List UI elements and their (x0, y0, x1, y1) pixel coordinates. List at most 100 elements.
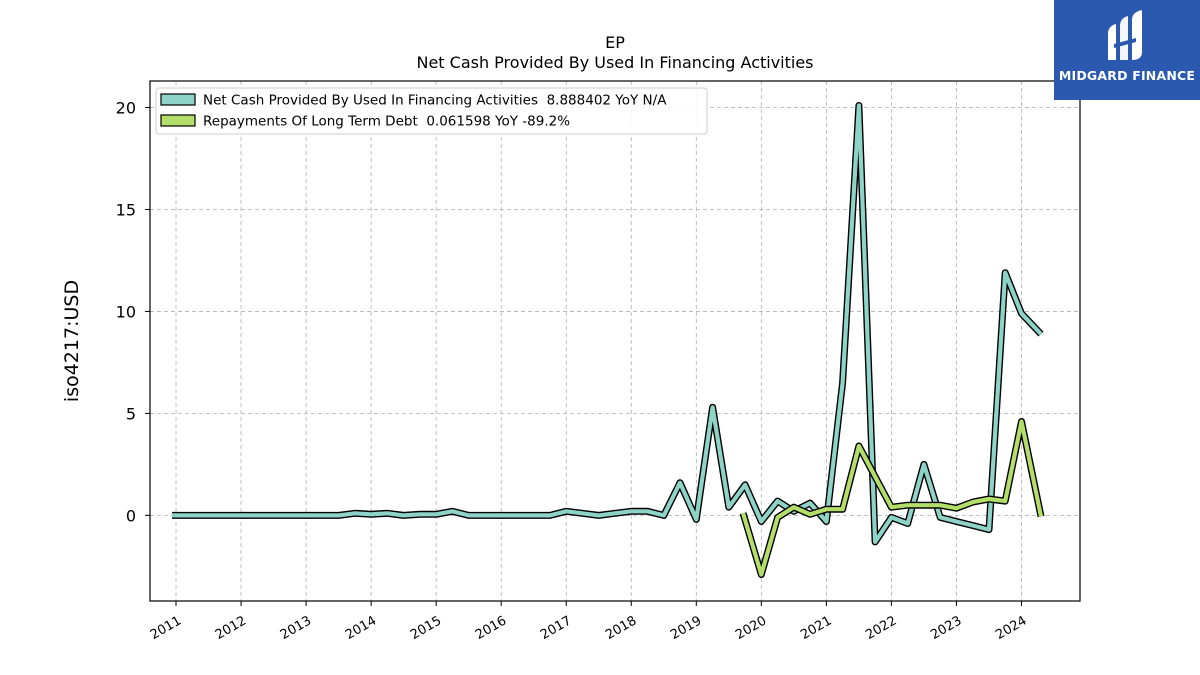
data-point (1004, 272, 1006, 274)
chart-subtitle: Net Cash Provided By Used In Financing A… (416, 53, 813, 72)
data-point (256, 514, 258, 516)
data-point (809, 513, 811, 515)
data-point (955, 520, 957, 522)
data-point (581, 512, 583, 514)
data-point (679, 482, 681, 484)
data-point (907, 504, 909, 506)
data-point (988, 498, 990, 500)
data-point (614, 512, 616, 514)
data-point (403, 514, 405, 516)
data-point (1004, 500, 1006, 502)
data-point (777, 500, 779, 502)
y-tick-label: 5 (126, 404, 136, 423)
data-point (305, 514, 307, 516)
data-point (1040, 515, 1042, 517)
x-tick-label: 2021 (798, 613, 834, 643)
data-point (273, 514, 275, 516)
data-point (598, 514, 600, 516)
data-point (858, 445, 860, 447)
x-tick-label: 2014 (343, 613, 379, 643)
data-point (338, 514, 340, 516)
x-tick-label: 2018 (603, 613, 639, 643)
y-tick-label: 15 (116, 200, 136, 219)
data-point (647, 510, 649, 512)
data-point (874, 541, 876, 543)
x-tick-label: 2015 (408, 613, 444, 643)
x-tick-label: 2016 (473, 613, 509, 643)
data-point (240, 514, 242, 516)
series-line (172, 103, 1043, 545)
data-point (289, 514, 291, 516)
data-point (744, 484, 746, 486)
data-point (435, 513, 437, 515)
legend-label: Net Cash Provided By Used In Financing A… (203, 93, 667, 109)
data-point (825, 508, 827, 510)
data-point (874, 476, 876, 478)
data-point (516, 514, 518, 516)
data-point (858, 104, 860, 106)
data-point (742, 512, 744, 514)
data-point (208, 514, 210, 516)
data-point (923, 463, 925, 465)
chart-title: EP (605, 33, 625, 52)
data-point (842, 508, 844, 510)
data-point (728, 506, 730, 508)
data-point (988, 529, 990, 531)
data-point (191, 514, 193, 516)
legend-swatch (160, 114, 196, 127)
data-point (842, 382, 844, 384)
x-tick-label: 2011 (148, 613, 184, 643)
y-axis-label: iso4217:USD (61, 280, 83, 402)
data-point (630, 510, 632, 512)
y-tick-label: 20 (116, 99, 136, 118)
data-point (533, 514, 535, 516)
data-point (484, 514, 486, 516)
data-point (939, 516, 941, 518)
data-point (955, 507, 957, 509)
data-point (386, 512, 388, 514)
brand-mark-icon (1108, 10, 1142, 60)
data-point (171, 514, 173, 516)
series-line-outline (172, 102, 1044, 546)
data-point (760, 520, 762, 522)
data-point (468, 514, 470, 516)
y-axis-ticks: 0 5 10 15 20 (116, 99, 150, 525)
x-tick-label: 2012 (213, 613, 249, 643)
data-point (549, 514, 551, 516)
data-point (370, 513, 372, 515)
plot-frame (149, 80, 1081, 602)
x-tick-label: 2022 (863, 613, 899, 643)
data-point (695, 518, 697, 520)
brand-logo: MIDGARD FINANCE (1054, 0, 1200, 100)
data-point (500, 514, 502, 516)
data-point (451, 510, 453, 512)
y-tick-label: 10 (116, 302, 136, 321)
data-point (972, 501, 974, 503)
data-point (923, 504, 925, 506)
grid (150, 81, 1080, 601)
legend: Net Cash Provided By Used In Financing A… (155, 87, 708, 135)
series-layer (171, 102, 1045, 578)
data-point (907, 523, 909, 525)
brand-name: MIDGARD FINANCE (1058, 68, 1196, 83)
data-point (809, 502, 811, 504)
data-point (1020, 421, 1022, 423)
data-point (1040, 333, 1042, 335)
data-point (419, 513, 421, 515)
x-tick-label: 2019 (668, 613, 704, 643)
data-point (354, 512, 356, 514)
data-point (321, 514, 323, 516)
x-axis-ticks: 2011 2012 2013 2014 2015 2016 2017 2018 2019 2020… (148, 601, 1029, 643)
data-point (890, 506, 892, 508)
legend-label: Repayments Of Long Term Debt 0.061598 Yo… (203, 114, 570, 130)
data-point (890, 516, 892, 518)
x-tick-label: 2017 (538, 613, 574, 643)
legend-swatch (160, 93, 196, 106)
y-tick-label: 0 (126, 506, 136, 525)
legend-box (155, 87, 708, 135)
x-tick-label: 2013 (278, 613, 314, 643)
x-tick-label: 2020 (733, 613, 769, 643)
data-point (712, 406, 714, 408)
data-point (565, 510, 567, 512)
